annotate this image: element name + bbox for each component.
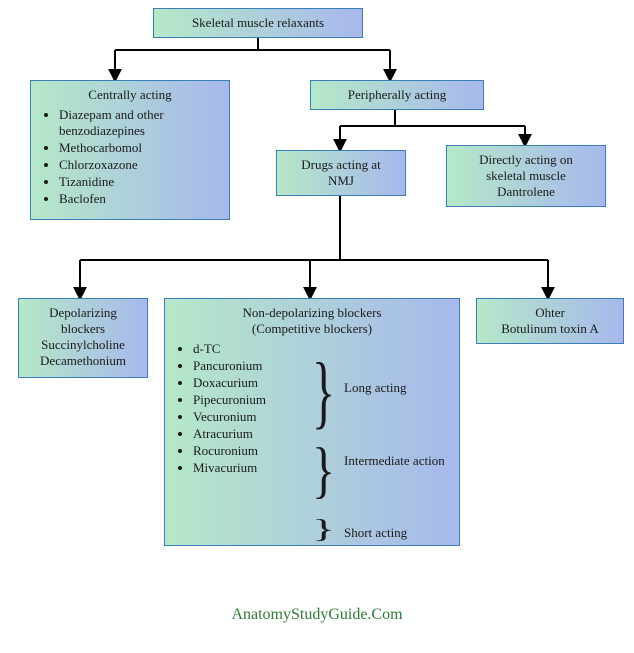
node-depolarizing: DepolarizingblockersSuccinylcholineDecam… [18, 298, 148, 378]
nondepol-subtitle: (Competitive blockers) [175, 321, 449, 337]
node-direct-dantrolene: Directly acting onskeletal muscleDantrol… [446, 145, 606, 207]
footer-text: AnatomyStudyGuide.Com [231, 606, 402, 623]
node-nmj-title: Drugs acting at NMJ [301, 157, 380, 188]
list-item: Tizanidine [59, 174, 219, 190]
text-line: Directly acting on [457, 152, 595, 168]
brace-short-acting: } [312, 516, 335, 542]
node-other-botulinum: OhterBotulinum toxin A [476, 298, 624, 344]
text-line: Depolarizing [29, 305, 137, 321]
label-intermediate: Intermediate action [344, 453, 445, 469]
node-nmj: Drugs acting at NMJ [276, 150, 406, 196]
text-line: Decamethonium [29, 353, 137, 369]
node-root: Skeletal muscle relaxants [153, 8, 363, 38]
brace-intermediate: } [312, 440, 335, 502]
brace-long-acting: } [312, 352, 335, 434]
text-line: Ohter [487, 305, 613, 321]
nondepol-title: Non-depolarizing blockers [175, 305, 449, 321]
list-item: Methocarbomol [59, 140, 219, 156]
text-line: Dantrolene [457, 184, 595, 200]
node-peripheral-title: Peripherally acting [348, 87, 447, 102]
footer-credit: AnatomyStudyGuide.Com [0, 606, 634, 624]
node-centrally-acting: Centrally acting Diazepam and other benzo… [30, 80, 230, 220]
label-short-acting: Short acting [344, 525, 407, 541]
text-line: skeletal muscle [457, 168, 595, 184]
node-peripherally: Peripherally acting [310, 80, 484, 110]
text-line: Botulinum toxin A [487, 321, 613, 337]
central-list: Diazepam and other benzodiazepinesMethoc… [41, 107, 219, 207]
list-item: Baclofen [59, 191, 219, 207]
label-long-acting: Long acting [344, 380, 406, 396]
text-line: blockers [29, 321, 137, 337]
list-item: Diazepam and other benzodiazepines [59, 107, 219, 139]
central-title: Centrally acting [41, 87, 219, 103]
list-item: Chlorzoxazone [59, 157, 219, 173]
node-root-title: Skeletal muscle relaxants [192, 15, 324, 30]
text-line: Succinylcholine [29, 337, 137, 353]
